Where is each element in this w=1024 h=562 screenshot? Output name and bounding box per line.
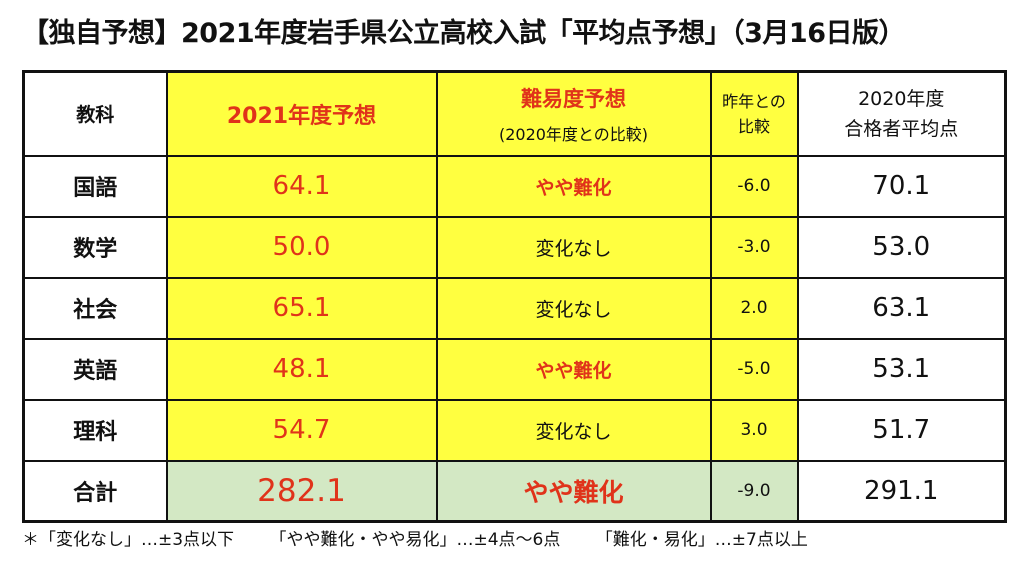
average-cell: 53.1 [796,337,1007,401]
average-cell: 70.1 [796,154,1007,218]
average-cell: 63.1 [796,276,1007,340]
difficulty-cell: やや難化 [435,337,712,401]
difficulty-cell: 変化なし [435,398,712,462]
prediction-cell: 64.1 [165,154,438,218]
header-subject-label: 教科 [76,104,115,127]
total-row: 合計 282.1 やや難化 -9.0 291.1 [22,459,1007,523]
header-subject: 教科 [22,70,168,157]
average-cell: 53.0 [796,215,1007,279]
header-prediction-label: 2021年度予想 [226,103,377,129]
delta-cell: -6.0 [709,154,799,218]
subject-cell: 英語 [22,337,168,401]
page-title: 【独自予想】2021年度岩手県公立高校入試「平均点予想」（3月16日版） [22,18,906,49]
prediction-cell: 54.7 [165,398,438,462]
footnote-major: 「難化・易化」…±7点以上 [595,530,808,550]
average-cell: 51.7 [796,398,1007,462]
table-row: 国語 64.1 やや難化 -6.0 70.1 [22,154,1007,218]
delta-cell: -3.0 [709,215,799,279]
header-difficulty-title: 難易度予想 [521,86,626,111]
header-average-line1: 2020年度 [858,87,945,110]
total-subject-cell: 合計 [22,459,168,523]
score-prediction-table: 教科 2021年度予想 難易度予想 (2020年度との比較) 昨年との 比較 2… [22,70,1007,523]
subject-cell: 数学 [22,215,168,279]
delta-cell: -5.0 [709,337,799,401]
prediction-cell: 50.0 [165,215,438,279]
delta-cell: 2.0 [709,276,799,340]
footnote: ＊「変化なし」…±3点以下 「やや難化・やや易化」…±4点〜6点 「難化・易化」… [22,524,1012,556]
total-average-cell: 291.1 [796,459,1007,523]
header-difficulty: 難易度予想 (2020年度との比較) [435,70,712,157]
table-row: 英語 48.1 やや難化 -5.0 53.1 [22,337,1007,401]
table-row: 社会 65.1 変化なし 2.0 63.1 [22,276,1007,340]
difficulty-cell: 変化なし [435,276,712,340]
prediction-cell: 65.1 [165,276,438,340]
footnote-same: ＊「変化なし」…±3点以下 [22,530,235,550]
header-average-line2: 合格者平均点 [844,117,959,140]
difficulty-cell: やや難化 [435,154,712,218]
prediction-cell: 48.1 [165,337,438,401]
table-row: 数学 50.0 変化なし -3.0 53.0 [22,215,1007,279]
header-prediction: 2021年度予想 [165,70,438,157]
footnote-slight: 「やや難化・やや易化」…±4点〜6点 [269,530,561,550]
subject-cell: 理科 [22,398,168,462]
header-delta-line2: 比較 [737,116,770,136]
total-prediction-cell: 282.1 [165,459,438,523]
subject-cell: 社会 [22,276,168,340]
header-delta-line1: 昨年との [722,91,786,111]
table-row: 理科 54.7 変化なし 3.0 51.7 [22,398,1007,462]
header-delta: 昨年との 比較 [709,70,799,157]
delta-cell: 3.0 [709,398,799,462]
difficulty-cell: 変化なし [435,215,712,279]
header-row: 教科 2021年度予想 難易度予想 (2020年度との比較) 昨年との 比較 2… [22,70,1007,157]
header-difficulty-sub: (2020年度との比較) [498,124,649,144]
subject-cell: 国語 [22,154,168,218]
total-difficulty-cell: やや難化 [435,459,712,523]
header-average: 2020年度 合格者平均点 [796,70,1007,157]
total-delta-cell: -9.0 [709,459,799,523]
